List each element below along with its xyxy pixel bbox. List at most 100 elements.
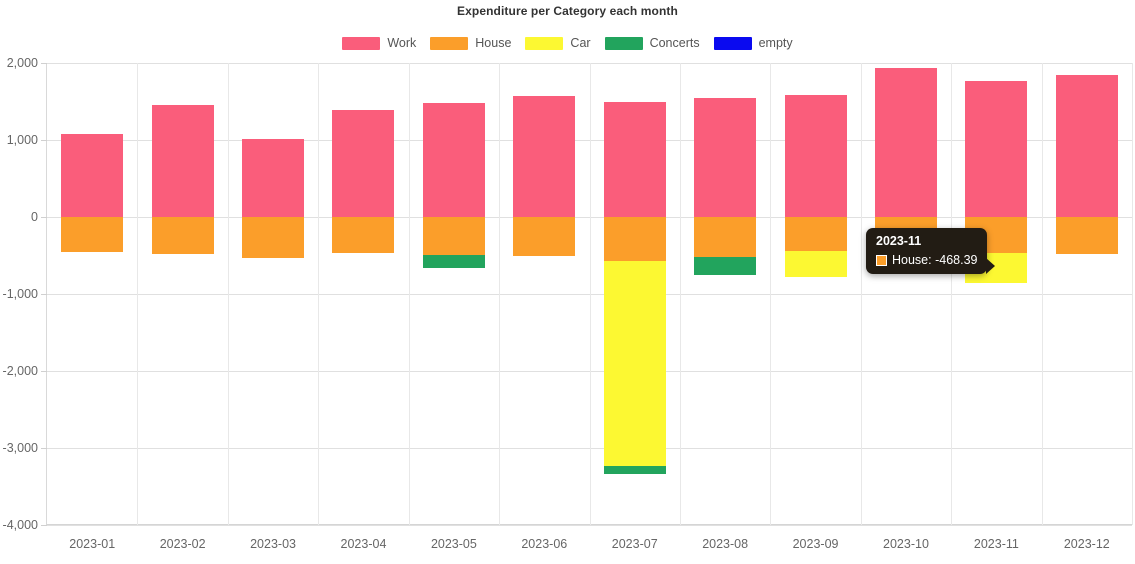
gridline-y [47,371,1132,372]
tooltip-row: House: -468.39 [876,253,977,267]
y-tick-mark [41,63,47,64]
y-tick-mark [41,371,47,372]
legend-swatch-icon [342,36,381,50]
legend-swatch-icon [525,36,564,50]
x-axis-tick-label: 2023-11 [973,537,1019,551]
y-tick-mark [41,217,47,218]
legend-label: House [475,36,512,50]
gridline-x [680,63,681,525]
chart-title: Expenditure per Category each month [457,4,678,18]
legend-swatch-icon [604,36,643,50]
gridline-x [951,63,952,525]
x-axis-tick-label: 2023-05 [430,537,477,551]
bar-segment-house[interactable] [784,217,847,251]
legend-label: Work [387,36,417,50]
bar-segment-concerts[interactable] [603,466,666,475]
y-tick-mark [41,448,47,449]
bar-group[interactable] [784,63,847,525]
y-axis-tick-label: -2,000 [2,364,38,378]
y-axis-tick-label: -3,000 [2,441,38,455]
tooltip-title: 2023-11 [876,234,922,248]
gridline-y [47,140,1132,141]
bar-segment-concerts[interactable] [422,254,485,268]
x-axis-tick-label: 2023-02 [159,537,206,551]
legend-item-car[interactable]: Car [525,36,591,50]
bar-segment-house[interactable] [513,217,576,256]
bar-group[interactable] [332,63,395,525]
tooltip-value-text: House: -468.39 [892,253,978,267]
bar-segment-work[interactable] [61,134,124,217]
bar-segment-house[interactable] [61,217,124,252]
y-tick-mark [41,140,47,141]
bar-segment-work[interactable] [874,68,937,217]
bar-segment-house[interactable] [694,217,757,257]
bar-group[interactable] [422,63,485,525]
bar-group[interactable] [874,63,937,525]
y-axis-tick-label: -4,000 [2,518,38,532]
bar-group[interactable] [151,63,214,525]
bar-group[interactable] [965,63,1028,525]
legend-item-house[interactable]: House [430,36,511,50]
legend-label: Car [570,36,591,50]
bar-segment-work[interactable] [1055,75,1118,217]
chart-legend: Work House Car Concerts empty [0,36,1135,50]
bar-segment-house[interactable] [151,217,214,254]
y-axis-tick-label: 1,000 [6,133,38,147]
bar-segment-work[interactable] [422,103,485,217]
bar-segment-house[interactable] [603,217,666,261]
bar-segment-work[interactable] [784,95,847,217]
tooltip-arrow-icon [986,258,996,274]
gridline-x [1042,63,1043,525]
bar-segment-house[interactable] [332,217,395,253]
bar-group[interactable] [603,63,666,525]
bar-segment-work[interactable] [332,110,395,217]
bar-group[interactable] [694,63,757,525]
bar-group[interactable] [513,63,576,525]
x-axis-tick-label: 2023-07 [611,537,658,551]
bar-segment-house[interactable] [422,217,485,255]
x-axis-tick-label: 2023-04 [340,537,387,551]
y-axis-tick-label: 2,000 [6,56,38,70]
x-axis-tick-label: 2023-01 [69,537,116,551]
bar-segment-work[interactable] [694,98,757,217]
gridline-y [47,525,1132,526]
bar-segment-concerts[interactable] [694,256,757,275]
bar-group[interactable] [242,63,305,525]
bar-segment-work[interactable] [513,96,576,217]
x-axis-tick-label: 2023-09 [792,537,839,551]
gridline-x [499,63,500,525]
legend-item-work[interactable]: Work [342,36,416,50]
legend-item-empty[interactable]: empty [713,36,793,50]
bar-group[interactable] [61,63,124,525]
y-axis-tick-label: 0 [31,210,38,224]
gridline-x [409,63,410,525]
bar-segment-house[interactable] [1055,217,1118,254]
legend-swatch-icon [430,36,469,50]
gridline-y [47,63,1132,64]
legend-item-concerts[interactable]: Concerts [604,36,700,50]
chart-tooltip: 2023-11 House: -468.39 [866,228,996,274]
bar-segment-work[interactable] [965,81,1028,217]
bar-segment-work[interactable] [151,105,214,217]
gridline-y [47,448,1132,449]
bar-segment-work[interactable] [242,139,305,217]
bar-segment-work[interactable] [603,101,666,217]
x-axis-tick-label: 2023-03 [250,537,296,551]
x-axis-tick-label: 2023-08 [702,537,749,551]
x-axis-tick-label: 2023-10 [883,537,929,551]
bar-group[interactable] [1055,63,1118,525]
tooltip-swatch-icon [876,254,887,266]
legend-label: Concerts [649,36,700,50]
x-axis-line [47,524,1132,525]
bar-segment-car[interactable] [603,260,666,467]
gridline-x [770,63,771,525]
gridline-x [318,63,319,525]
bar-segment-car[interactable] [784,250,847,277]
bar-segment-house[interactable] [242,217,305,258]
plot-area: 2,000 1,000 0 -1,000 -2,000 -3,000 -4,000 2023-… [3,56,1133,551]
gridline-y [47,294,1132,295]
gridline-x [1132,63,1133,525]
legend-label: empty [758,36,793,50]
legend-swatch-icon [713,36,752,50]
